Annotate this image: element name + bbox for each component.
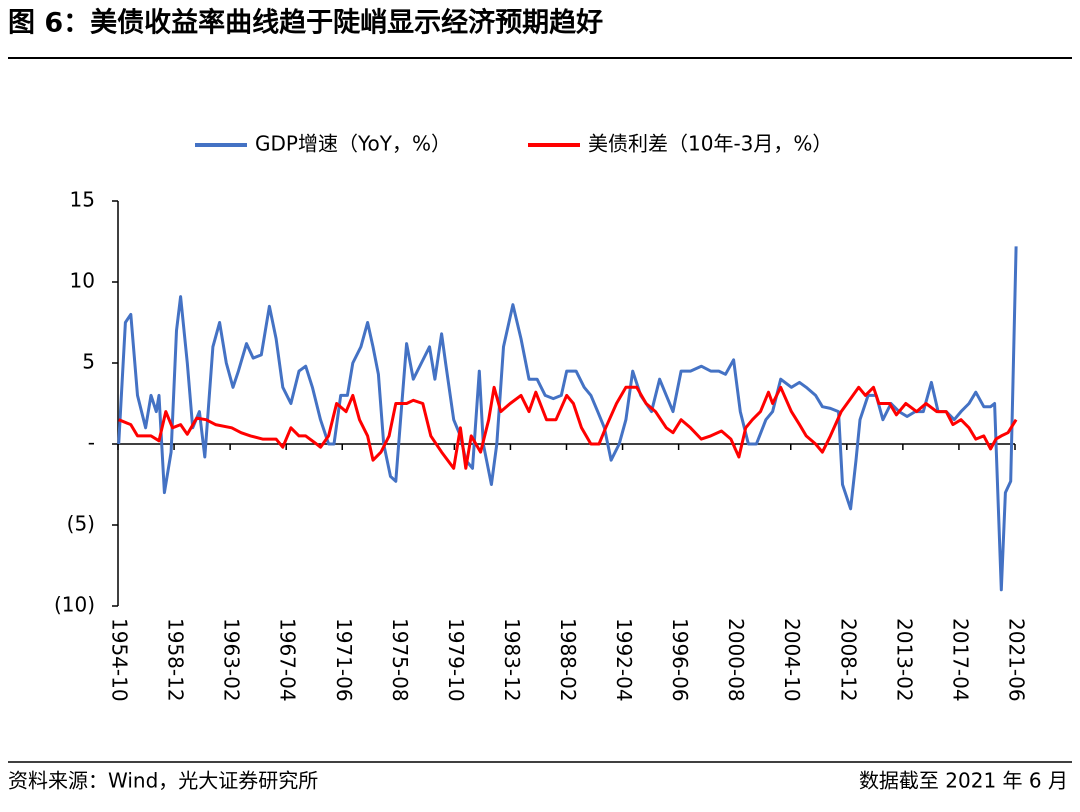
x-tick-label: 2008-12 bbox=[836, 618, 860, 702]
x-tick-label: 1967-04 bbox=[276, 618, 300, 702]
x-tick-label: 1963-02 bbox=[220, 618, 244, 702]
x-tick-label: 1988-02 bbox=[556, 618, 580, 702]
y-tick-label: 10 bbox=[70, 269, 95, 293]
y-tick-label: (5) bbox=[67, 512, 95, 536]
x-tick-label: 2013-02 bbox=[892, 618, 916, 702]
y-tick-label: (10) bbox=[54, 593, 95, 617]
x-tick-label: 1971-06 bbox=[332, 618, 356, 702]
legend-label: GDP增速（YoY，%） bbox=[255, 132, 451, 156]
x-tick-label: 1958-12 bbox=[164, 618, 188, 702]
x-tick-label: 2017-04 bbox=[948, 618, 972, 702]
series-line bbox=[118, 385, 1018, 470]
x-tick-label: 2000-08 bbox=[724, 618, 748, 702]
y-tick-label: - bbox=[88, 431, 95, 455]
x-tick-label: 1992-04 bbox=[612, 618, 636, 702]
note: 数据截至 2021 年 6 月 bbox=[859, 769, 1068, 793]
x-tick-label: 1975-08 bbox=[388, 618, 412, 702]
y-tick-label: 5 bbox=[82, 350, 95, 374]
x-tick-label: 1996-06 bbox=[668, 618, 692, 702]
x-tick-label: 1979-10 bbox=[444, 618, 468, 702]
x-tick-label: 2004-10 bbox=[780, 618, 804, 702]
y-tick-label: 15 bbox=[70, 188, 95, 212]
x-tick-label: 1983-12 bbox=[500, 618, 524, 702]
legend-label: 美债利差（10年-3月，%） bbox=[588, 132, 832, 156]
x-tick-label: 2021-06 bbox=[1005, 618, 1029, 702]
source: 资料来源：Wind，光大证券研究所 bbox=[8, 769, 318, 793]
x-tick-label: 1954-10 bbox=[108, 618, 132, 702]
series-line bbox=[117, 246, 1018, 592]
chart-title: 图 6：美债收益率曲线趋于陡峭显示经济预期趋好 bbox=[8, 7, 603, 39]
